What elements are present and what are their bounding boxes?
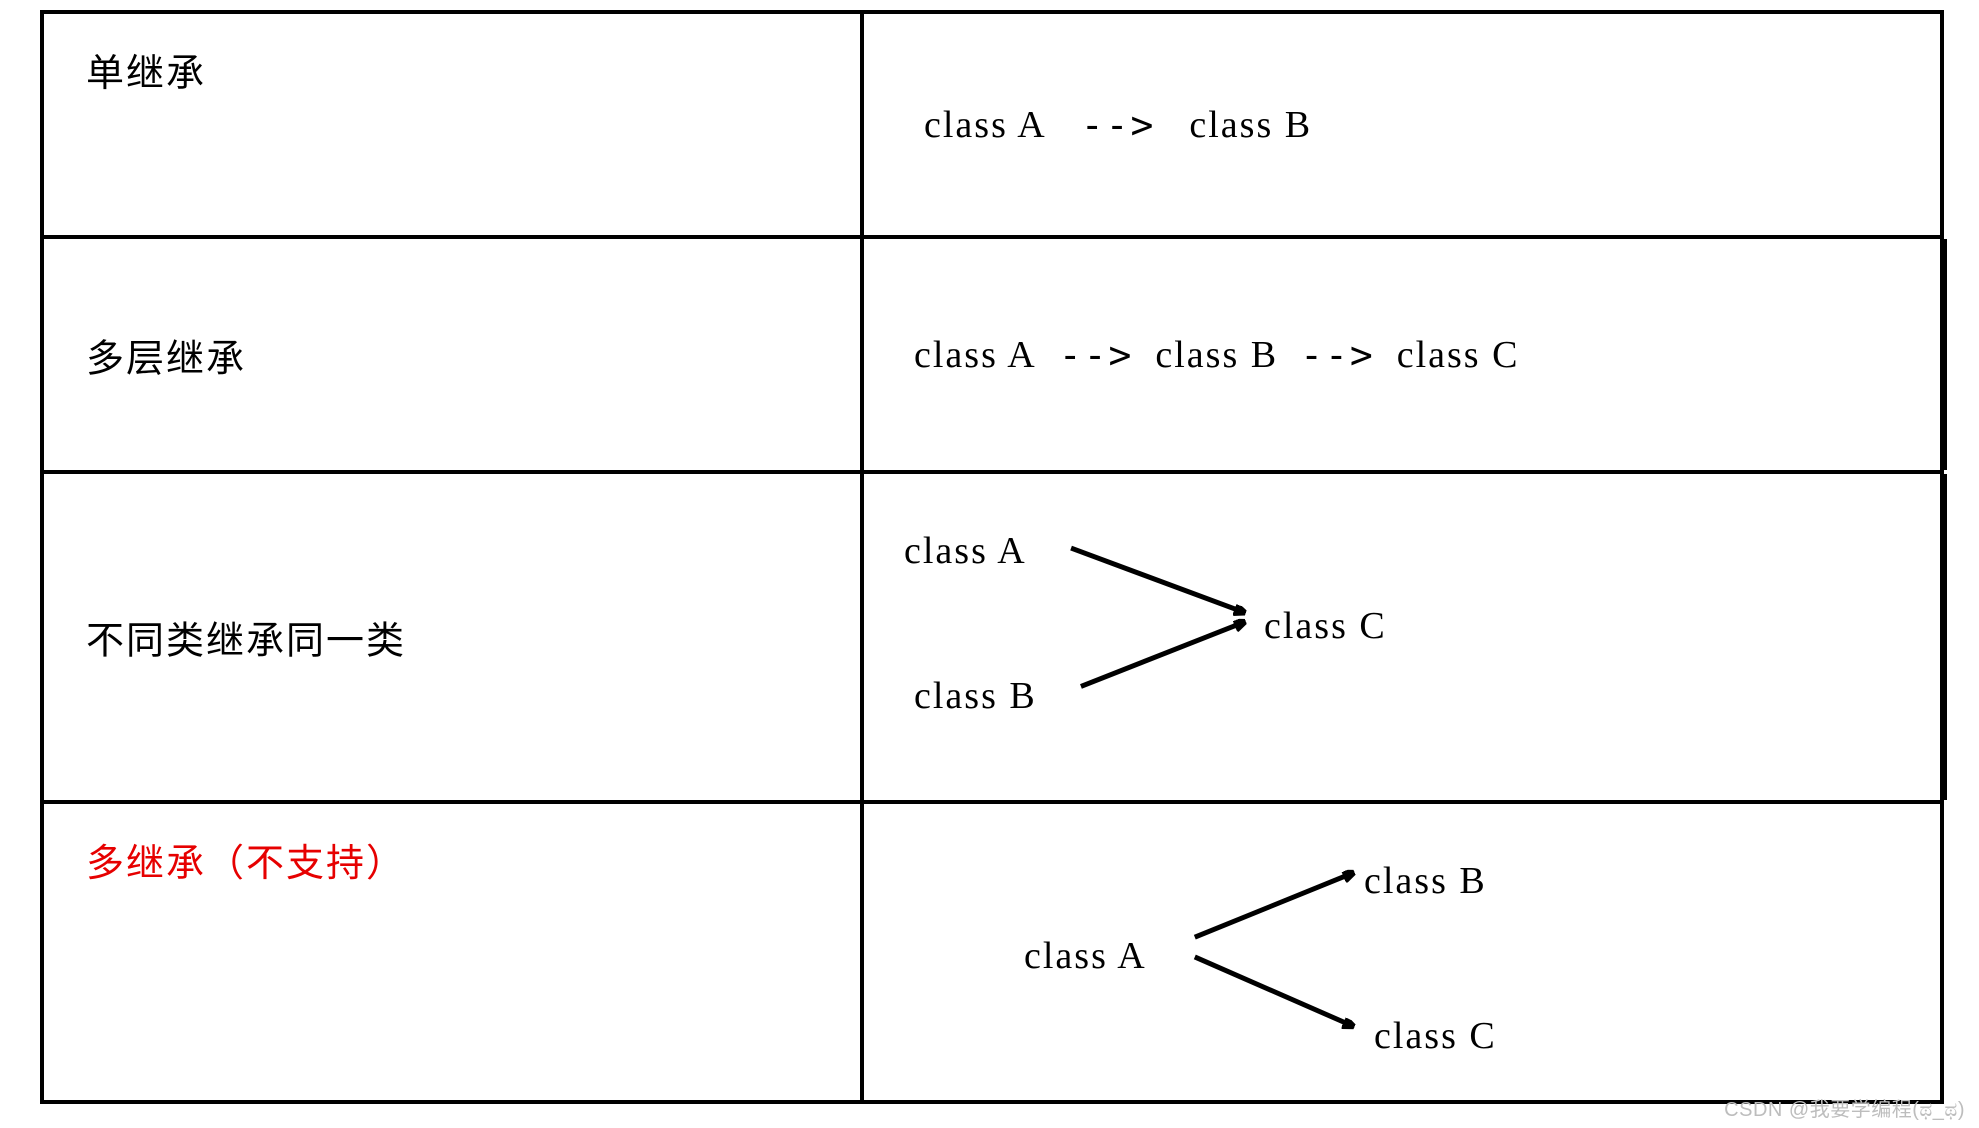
class-node: class A (1024, 934, 1147, 978)
diagram-cell: class A --> class B --> class C (862, 237, 1942, 472)
class-node: class C (1374, 1014, 1497, 1058)
diagram-cell: class A class B class C (862, 472, 1942, 802)
page-root: 单继承class A-->class B多层继承class A-->class … (0, 0, 1979, 1128)
diagram-cell: class A class B class C (862, 802, 1942, 1102)
diagram-cell: class A --> class B (862, 12, 1942, 237)
class-label: class C (1397, 333, 1520, 377)
label-cell: 不同类继承同一类 (42, 472, 862, 802)
diagram-container: class A class B class C (864, 804, 1940, 1100)
class-label: class A (924, 103, 1047, 147)
row-label: 单继承 (86, 42, 206, 97)
label-cell: 单继承 (42, 12, 862, 237)
inheritance-table: 单继承class A-->class B多层继承class A-->class … (40, 10, 1944, 1104)
diagram-container: class A class B class C (864, 474, 1940, 800)
row-label: 不同类继承同一类 (86, 610, 406, 665)
label-cell: 多继承（不支持） (42, 802, 862, 1102)
watermark-text: CSDN @我要学编程(ಥ_ಥ) (1724, 1093, 1965, 1122)
arrow-svg-icon (864, 474, 1940, 800)
arrow-text-icon: --> (1059, 333, 1134, 377)
row-label: 多继承（不支持） (86, 832, 406, 887)
class-label: class A (914, 333, 1037, 377)
class-node: class A (904, 529, 1027, 573)
class-label: class B (1189, 103, 1312, 147)
diagram-container: class A --> class B (864, 14, 1940, 235)
row-label: 多层继承 (86, 327, 246, 382)
extra-border (1944, 239, 1947, 470)
arrow-text-icon: --> (1081, 103, 1156, 147)
class-node: class B (1364, 859, 1487, 903)
label-cell: 多层继承 (42, 237, 862, 472)
diagram-container: class A --> class B --> class C (864, 239, 1940, 470)
class-label: class B (1155, 333, 1278, 377)
arrow-text-icon: --> (1300, 333, 1375, 377)
extra-border (1944, 474, 1947, 800)
class-node: class C (1264, 604, 1387, 648)
class-node: class B (914, 674, 1037, 718)
